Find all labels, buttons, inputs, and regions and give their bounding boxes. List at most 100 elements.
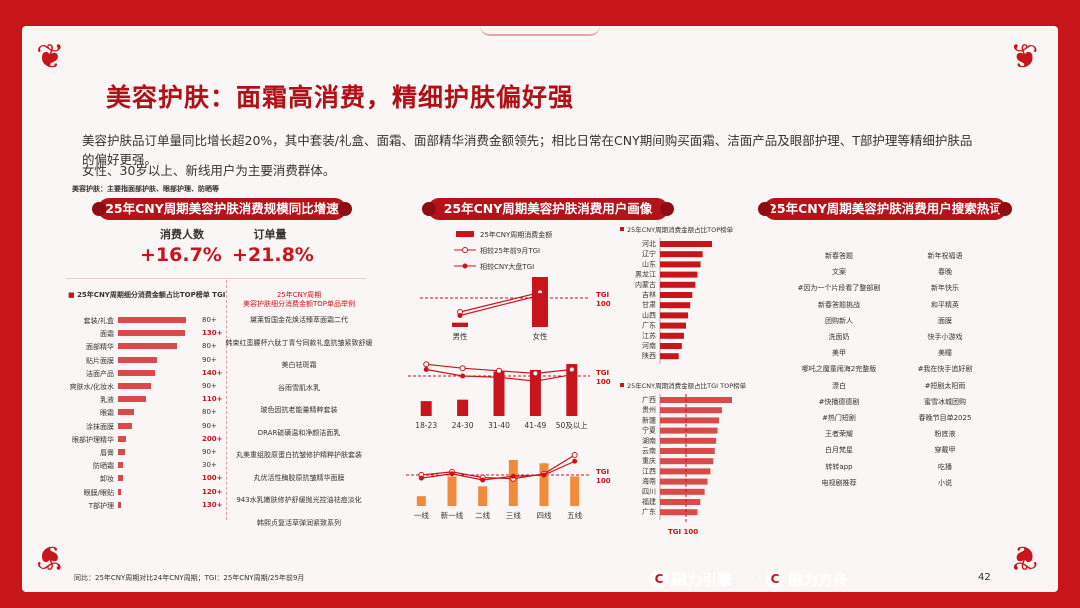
category-label: 洁面产品: [86, 369, 114, 378]
province-tgi-title: 25年CNY周期消费金额占比TGI TOP榜单: [627, 381, 747, 390]
category-bar: [118, 435, 127, 442]
province-tgi-bar: [660, 427, 718, 434]
keyword-item: 蜜雪冰城团购: [924, 397, 966, 406]
summary-paragraph-2: 女性、30岁以上、新线用户为主要消费群体。: [82, 163, 336, 178]
profile-category: 新一线: [441, 510, 464, 520]
legend-label: 相较CNY大盘TGI: [480, 262, 534, 271]
category-tgi: 100+: [202, 474, 223, 483]
keyword-item: 面膜: [938, 316, 952, 325]
section-head-scale: 25年CNY周期美容护肤消费规模同比增速: [92, 198, 352, 220]
category-bar: [118, 330, 185, 337]
brand-separator: ·: [750, 569, 755, 587]
keyword-item: 电视剧推荐: [821, 478, 857, 487]
profile-bar: [452, 322, 468, 327]
profile-category: 31-40: [488, 421, 510, 430]
category-tgi: 80+: [202, 408, 217, 417]
products-title-2: 美容护肤细分消费金额TOP单品举例: [242, 300, 355, 308]
tgi-tag: TGI 100: [668, 528, 698, 536]
province-bar: [660, 302, 691, 309]
keyword-item: 快手小游戏: [927, 333, 963, 341]
province-tgi-bar: [660, 448, 715, 454]
corner-ornament-icon: ❦: [36, 37, 65, 77]
province-bar: [660, 281, 696, 288]
tgi-tag-num: 100: [596, 300, 611, 308]
profile-bar: [566, 364, 578, 416]
kpi-label: 消费人数: [160, 228, 204, 241]
tgi-header: TGI: [212, 291, 226, 299]
category-label: 唇膏: [100, 449, 114, 457]
category-tgi: 120+: [202, 487, 223, 496]
category-label: 套装/礼盒: [83, 317, 114, 325]
profile-category: 三线: [506, 510, 521, 520]
keyword-item: #因为一个片段看了整部剧: [797, 284, 881, 293]
category-bar: [118, 501, 121, 508]
tgi-cny-point: [457, 313, 463, 318]
section-head-keywords: 25年CNY周期美容护肤消费用户搜索热词: [758, 198, 1012, 220]
category-label: 涂抹面膜: [86, 422, 114, 431]
province-label: 湖南: [642, 436, 656, 445]
chart-marker: [620, 227, 624, 231]
category-bar: [118, 369, 156, 376]
chart-marker: [620, 383, 624, 387]
tgi-cny-point: [569, 372, 575, 378]
category-label: 卸妆: [100, 475, 114, 484]
tgi-cny-point: [537, 292, 543, 298]
product-item: 韩束红蛮腰杯六肽丁青兮同款礼盒抗皱紧致舒缓: [225, 338, 373, 347]
tgi-9m-line: [459, 291, 541, 313]
category-bar: [118, 343, 177, 350]
tgi-9m-point: [459, 365, 466, 372]
divider: [66, 278, 366, 279]
province-label: 广西: [642, 395, 656, 404]
tgi-cny-point: [572, 458, 578, 464]
top-ornament: [480, 26, 600, 36]
category-label: T部护理: [88, 501, 114, 510]
profile-bar: [539, 463, 549, 506]
category-tgi: 90+: [202, 448, 217, 456]
province-label: 广东: [642, 321, 656, 330]
keyword-item: 新春答题挑战: [818, 300, 860, 309]
footer-note: 同比：25年CNY周期对比24年CNY周期；TGI：25年CNY周期/25年前9…: [74, 574, 305, 582]
keyword-item: #热门短剧: [822, 414, 856, 422]
keyword-item: 新年祝福语: [927, 252, 963, 260]
province-tgi-bar: [660, 499, 701, 505]
province-label: 内蒙古: [635, 280, 656, 289]
province-label: 江苏: [642, 331, 656, 340]
profile-bar: [478, 486, 488, 506]
province-label: 广东: [642, 507, 656, 516]
legend-label: 相较25年前9月TGI: [480, 246, 540, 255]
legend-label: 25年CNY周期消费金额: [480, 230, 552, 239]
tgi-cny-point: [423, 367, 429, 372]
province-label: 海南: [642, 477, 656, 486]
profile-bar: [447, 476, 457, 506]
province-bar: [660, 251, 703, 258]
kpi-label: 订单量: [253, 228, 287, 241]
province-tgi-bar: [660, 458, 714, 465]
tgi-cny-line: [459, 294, 541, 317]
keyword-item: 漂白: [832, 381, 846, 390]
province-label: 山东: [642, 259, 656, 268]
province-bar: [660, 292, 693, 298]
product-item: 玻色因抗老能量精粹套装: [260, 406, 338, 414]
profile-category: 50及以上: [556, 421, 589, 430]
keyword-item: 文案: [832, 268, 846, 277]
category-label: 眼膜/眼贴: [83, 488, 114, 497]
brand-name-2: 磁力方舟: [788, 571, 849, 589]
divider: [226, 280, 227, 520]
profile-bar: [493, 371, 505, 416]
category-tgi: 80+: [202, 342, 217, 351]
corner-ornament-icon: ❦: [36, 537, 65, 577]
profile-bar: [508, 460, 518, 506]
tgi-tag-num: 100: [596, 477, 611, 485]
category-tgi: 130+: [202, 329, 223, 338]
profile-bar: [532, 277, 548, 327]
tgi-9m-point: [423, 361, 430, 368]
profile-category: 41-49: [525, 421, 547, 430]
category-label: 防晒霜: [93, 462, 114, 471]
keyword-item: 转转app: [825, 462, 853, 471]
category-bar: [118, 475, 123, 482]
province-label: 贵州: [642, 405, 656, 414]
category-tgi: 90+: [202, 355, 217, 364]
profile-bar: [570, 476, 580, 506]
tgi-9m-point: [496, 367, 502, 374]
keyword-item: 团购新人: [825, 316, 853, 325]
